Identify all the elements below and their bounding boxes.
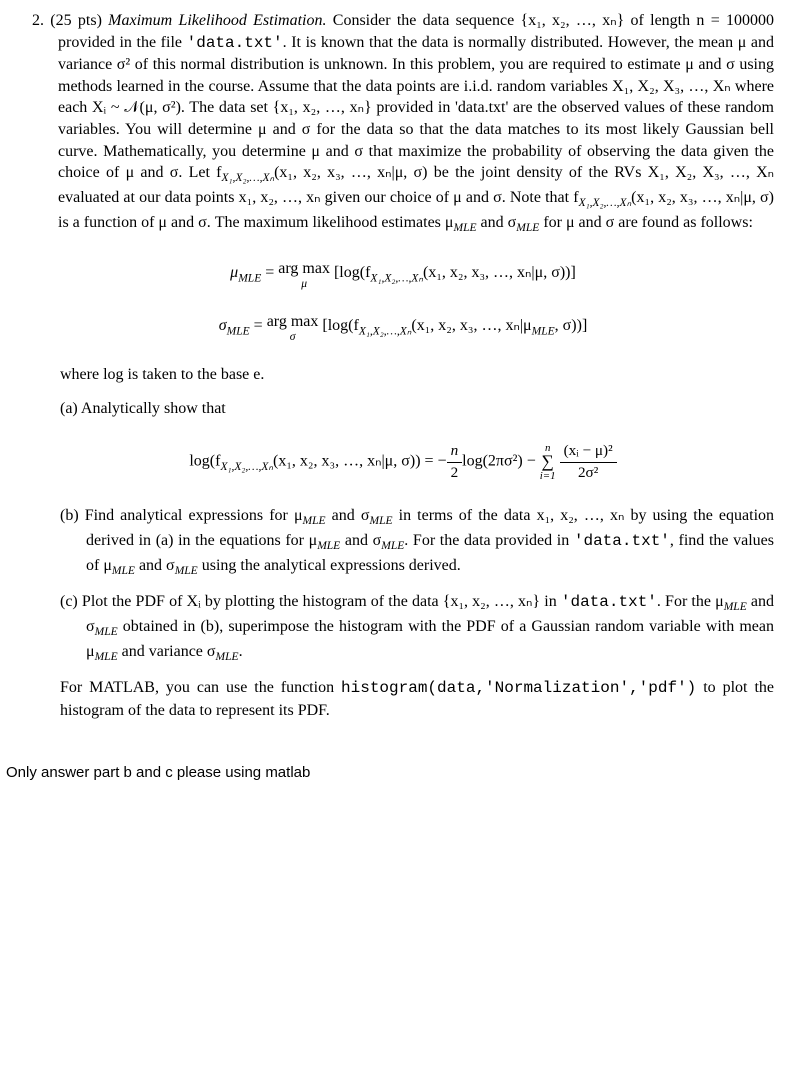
density-subscript-1: X₁,X₂,…,Xₙ xyxy=(222,172,275,184)
eq-sigma-body-pre: [log(f xyxy=(322,317,358,334)
mle-sub-1: MLE xyxy=(453,222,476,234)
eq-a-lhs-post: (x₁, x₂, x₃, …, xₙ|μ, σ)) = − xyxy=(273,453,447,470)
eq-mu-equals: = xyxy=(261,264,278,281)
eq-a-lhs-sub: X₁,X₂,…,Xₙ xyxy=(220,461,273,473)
eq-mu-body-sub: X₁,X₂,…,Xₙ xyxy=(370,273,423,285)
problem-points: (25 pts) xyxy=(50,12,102,29)
problem-statement: 2. (25 pts) Maximum Likelihood Estimatio… xyxy=(32,10,774,236)
part-c: (c) Plot the PDF of Xᵢ by plotting the h… xyxy=(32,591,774,665)
part-c-label: (c) xyxy=(60,593,78,610)
sum-icon: ∑ xyxy=(541,453,553,470)
part-b-file: 'data.txt' xyxy=(574,532,670,550)
part-b-t4: and σ xyxy=(340,532,381,549)
eq-sigma-body-mle: MLE xyxy=(532,325,555,337)
part-c-s4: MLE xyxy=(216,651,239,663)
mle-sub-2: MLE xyxy=(516,222,539,234)
eq-mu-lhs: μ xyxy=(230,264,238,281)
eq-sigma-body-sub: X₁,X₂,…,Xₙ xyxy=(359,325,412,337)
where-log-note: where log is taken to the base e. xyxy=(32,364,774,386)
sum-lower: i=1 xyxy=(540,471,556,482)
intro-text-5: and σ xyxy=(477,214,517,231)
argmax-text-2: arg max xyxy=(267,311,319,333)
matlab-note: For MATLAB, you can use the function his… xyxy=(32,677,774,721)
part-b-s5: MLE xyxy=(112,565,135,577)
part-b-s2: MLE xyxy=(369,515,392,527)
eq-a-frac2: (xᵢ − μ)²2σ² xyxy=(560,441,617,483)
part-b-label: (b) xyxy=(60,507,79,524)
argmax-var-sigma: σ xyxy=(267,333,319,342)
part-b-t1: Find analytical expressions for μ xyxy=(85,507,303,524)
equation-sigma-mle: σMLE = arg maxσ [log(fX₁,X₂,…,Xₙ(x₁, x₂,… xyxy=(32,311,774,342)
eq-mu-body-pre: [log(f xyxy=(334,264,370,281)
matlab-t1: For MATLAB, you can use the function xyxy=(60,679,341,696)
part-b: (b) Find analytical expressions for μMLE… xyxy=(32,505,774,579)
part-b-t5: . For the data provided in xyxy=(404,532,574,549)
part-c-t5: and variance σ xyxy=(118,643,216,660)
part-b-t2: and σ xyxy=(326,507,370,524)
argmax-var-mu: μ xyxy=(278,280,330,289)
sum-limits: n∑i=1 xyxy=(540,443,556,482)
argmax-sigma: arg maxσ xyxy=(267,311,319,342)
file-name-1: 'data.txt' xyxy=(187,34,283,52)
part-c-s1: MLE xyxy=(724,601,747,613)
part-c-t1: Plot the PDF of Xᵢ by plotting the histo… xyxy=(82,593,561,610)
part-c-t2: . For the μ xyxy=(657,593,724,610)
eq-a-frac1: n2 xyxy=(447,441,463,483)
part-a-text: Analytically show that xyxy=(81,400,226,417)
part-c-file: 'data.txt' xyxy=(561,593,657,611)
part-c-t6: . xyxy=(239,643,243,660)
part-c-s2: MLE xyxy=(95,626,118,638)
part-b-t8: using the analytical expressions derived… xyxy=(198,557,461,574)
eq-sigma-lhs-sub: MLE xyxy=(227,325,250,337)
eq-a-frac1-den: 2 xyxy=(447,462,463,484)
eq-a-frac2-den: 2σ² xyxy=(560,462,617,484)
part-c-s3: MLE xyxy=(95,651,118,663)
eq-sigma-body-mid: (x₁, x₂, x₃, …, xₙ|μ xyxy=(411,317,531,334)
eq-mu-body-post: (x₁, x₂, x₃, …, xₙ|μ, σ))] xyxy=(423,264,576,281)
part-b-s3: MLE xyxy=(317,540,340,552)
argmax-text: arg max xyxy=(278,258,330,280)
part-b-t7: and σ xyxy=(135,557,175,574)
page: 2. (25 pts) Maximum Likelihood Estimatio… xyxy=(0,0,806,754)
part-b-s6: MLE xyxy=(175,565,198,577)
intro-text-6: for μ and σ are found as follows: xyxy=(539,214,753,231)
part-b-s1: MLE xyxy=(303,515,326,527)
eq-a-lhs-pre: log(f xyxy=(189,453,220,470)
eq-a-mid: log(2πσ²) − xyxy=(462,453,540,470)
part-a: (a) Analytically show that xyxy=(32,398,774,420)
problem-number: 2. xyxy=(32,12,44,29)
equation-mu-mle: μMLE = arg maxμ [log(fX₁,X₂,…,Xₙ(x₁, x₂,… xyxy=(32,258,774,289)
user-instruction: Only answer part b and c please using ma… xyxy=(0,754,806,781)
problem-title: Maximum Likelihood Estimation. xyxy=(108,12,326,29)
equation-log-likelihood: log(fX₁,X₂,…,Xₙ(x₁, x₂, x₃, …, xₙ|μ, σ))… xyxy=(32,441,774,483)
eq-mu-lhs-sub: MLE xyxy=(238,273,261,285)
density-subscript-2: X₁,X₂,…,Xₙ xyxy=(579,197,632,209)
intro-text-2: . It is known that the data is normally … xyxy=(58,34,774,182)
eq-a-frac1-num: n xyxy=(447,441,463,462)
argmax-mu: arg maxμ xyxy=(278,258,330,289)
part-a-label: (a) xyxy=(60,400,78,417)
part-b-s4: MLE xyxy=(381,540,404,552)
eq-sigma-equals: = xyxy=(250,317,267,334)
matlab-code: histogram(data,'Normalization','pdf') xyxy=(341,679,696,697)
eq-sigma-lhs: σ xyxy=(219,317,227,334)
eq-sigma-body-post: , σ))] xyxy=(555,317,588,334)
eq-a-frac2-num: (xᵢ − μ)² xyxy=(560,441,617,462)
